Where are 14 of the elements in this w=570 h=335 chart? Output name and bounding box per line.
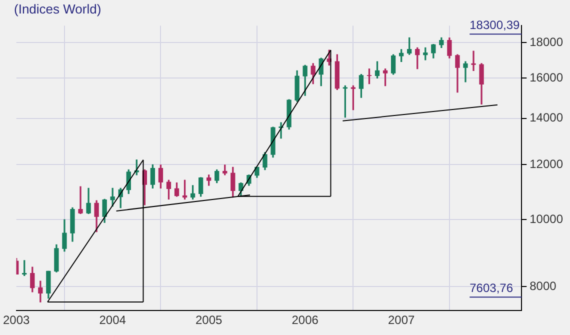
x-tick-label: 2005: [195, 313, 223, 328]
x-tick-label: 2007: [388, 313, 415, 328]
y-tick-label: 8000: [530, 279, 557, 294]
y-tick-label: 16000: [530, 70, 564, 84]
y-tick-label: 18000: [530, 34, 564, 49]
x-tick-label: 2006: [292, 313, 319, 328]
x-tick-label: 2003: [2, 313, 30, 328]
y-tick-label: 10000: [530, 212, 564, 226]
x-tick-label: 2004: [99, 313, 126, 328]
y-tick-label: 12000: [530, 157, 564, 172]
chart-title: (Indices World): [14, 1, 102, 16]
annotation: 7603,76: [470, 280, 514, 295]
annotation: 18300,39: [470, 18, 520, 32]
y-tick-label: 14000: [530, 110, 564, 125]
